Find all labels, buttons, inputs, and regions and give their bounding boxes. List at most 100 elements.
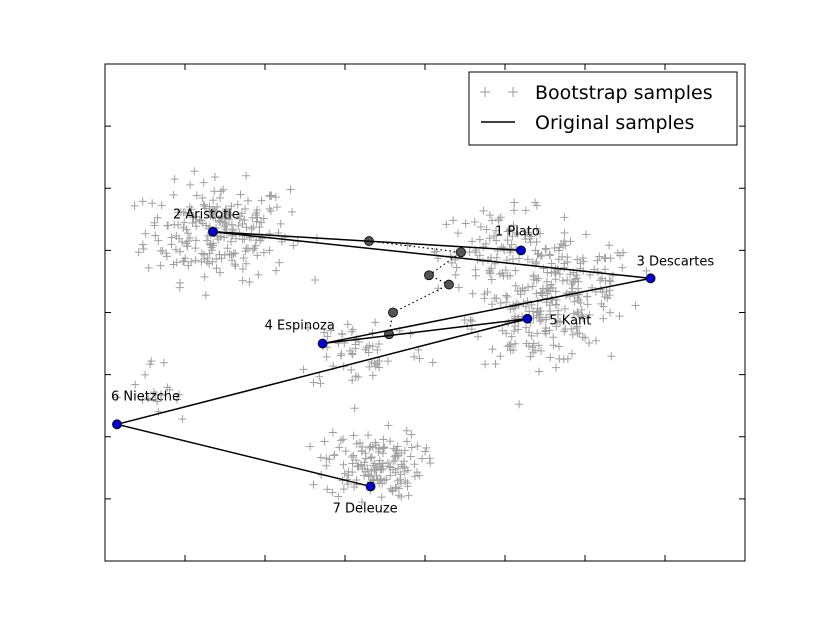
bootstrap-sample-marker: [257, 218, 266, 227]
bootstrap-sample-marker: [216, 193, 225, 202]
bootstrap-sample-marker: [523, 297, 532, 306]
bootstrap-sample-marker: [240, 216, 249, 225]
bootstrap-sample-marker: [178, 238, 187, 247]
bootstrap-sample-marker: [384, 357, 393, 366]
bootstrap-sample-marker: [191, 244, 200, 253]
bootstrap-sample-marker: [599, 302, 608, 311]
bootstrap-sample-marker: [370, 466, 379, 475]
bootstrap-sample-marker: [257, 196, 266, 205]
bootstrap-sample-marker: [532, 224, 541, 233]
bootstrap-sample-marker: [454, 283, 463, 292]
bootstrap-sample-marker: [162, 252, 171, 261]
bootstrap-sample-marker: [550, 243, 559, 252]
bootstrap-sample-marker: [536, 307, 545, 316]
bootstrap-sample-marker: [380, 443, 389, 452]
bootstrap-sample-marker: [481, 239, 490, 248]
bootstrap-sample-marker: [228, 225, 237, 234]
bootstrap-sample-marker: [205, 249, 214, 258]
bootstrap-sample-marker: [545, 250, 554, 259]
bootstrap-sample-marker: [344, 471, 353, 480]
bootstrap-sample-marker: [598, 287, 607, 296]
bootstrap-sample-marker: [139, 245, 148, 254]
bootstrap-sample-marker: [189, 213, 198, 222]
bootstrap-sample-marker: [366, 454, 375, 463]
bootstrap-sample-marker: [533, 250, 542, 259]
bootstrap-sample-marker: [218, 212, 227, 221]
bootstrap-sample-marker: [511, 281, 520, 290]
bootstrap-sample-marker: [528, 258, 537, 267]
bootstrap-sample-marker: [384, 421, 393, 430]
bootstrap-sample-marker: [596, 285, 605, 294]
bootstrap-sample-marker: [512, 228, 521, 237]
bootstrap-sample-marker: [169, 260, 178, 269]
bootstrap-sample-marker: [315, 372, 324, 381]
bootstrap-sample-marker: [238, 276, 247, 285]
bootstrap-sample-marker: [235, 214, 244, 223]
bootstrap-sample-marker: [552, 300, 561, 309]
bootstrap-sample-marker: [492, 236, 501, 245]
bootstrap-sample-marker: [323, 332, 332, 341]
point-label: 2 Aristotle: [173, 208, 240, 223]
bootstrap-sample-marker: [219, 185, 228, 194]
bootstrap-sample-marker: [451, 270, 460, 279]
bootstrap-sample-marker: [475, 251, 484, 260]
bootstrap-sample-marker: [288, 207, 297, 216]
bootstrap-sample-marker: [523, 255, 532, 264]
bootstrap-sample-marker: [496, 299, 505, 308]
bootstrap-sample-marker: [289, 241, 298, 250]
bootstrap-sample-marker: [154, 236, 163, 245]
bootstrap-sample-marker: [599, 314, 608, 323]
bootstrap-sample-marker: [573, 322, 582, 331]
bootstrap-sample-marker: [600, 254, 609, 263]
bootstrap-sample-marker: [573, 255, 582, 264]
bootstrap-sample-marker: [209, 196, 218, 205]
point-label: 6 Nietzche: [111, 389, 180, 404]
bootstrap-sample-marker: [496, 213, 505, 222]
bootstrap-sample-marker: [180, 218, 189, 227]
bootstrap-sample-marker: [421, 447, 430, 456]
bootstrap-sample-marker: [386, 437, 395, 446]
bootstrap-sample-marker: [354, 462, 363, 471]
bootstrap-sample-marker: [208, 257, 217, 266]
bootstrap-sample-marker: [595, 252, 604, 261]
original-sample-point: [645, 273, 656, 284]
bootstrap-sample-marker: [251, 241, 260, 250]
bootstrap-sample-marker: [480, 294, 489, 303]
point-label: 3 Descartes: [637, 254, 715, 269]
bootstrap-sample-marker: [220, 222, 229, 231]
bootstrap-sample-marker: [158, 246, 167, 255]
bootstrap-sample-marker: [238, 235, 247, 244]
bootstrap-sample-marker: [148, 199, 157, 208]
bootstrap-sample-marker: [560, 304, 569, 313]
bootstrap-sample-marker: [400, 457, 409, 466]
bootstrap-sample-marker: [601, 265, 610, 274]
bootstrap-sample-marker: [407, 443, 416, 452]
bootstrap-sample-marker: [534, 341, 543, 350]
bootstrap-sample-marker: [389, 444, 398, 453]
bootstrap-sample-marker: [468, 237, 477, 246]
bootstrap-sample-marker: [336, 436, 345, 445]
projected-center-point: [388, 307, 398, 318]
bootstrap-sample-marker: [368, 371, 377, 380]
bootstrap-sample-marker: [348, 376, 357, 385]
bootstrap-sample-marker: [230, 260, 239, 269]
bootstrap-sample-marker: [352, 439, 361, 448]
bootstrap-sample-marker: [138, 395, 147, 404]
bootstrap-sample-marker: [164, 221, 173, 230]
bootstrap-sample-marker: [425, 454, 434, 463]
bootstrap-sample-marker: [487, 216, 496, 225]
bootstrap-sample-marker: [376, 464, 385, 473]
point-label: 4 Espinoza: [265, 319, 335, 334]
bootstrap-sample-marker: [508, 255, 517, 264]
bootstrap-sample-marker: [188, 219, 197, 228]
bootstrap-sample-marker: [252, 217, 261, 226]
bootstrap-sample-marker: [487, 264, 496, 273]
bootstrap-sample-marker: [542, 244, 551, 253]
bootstrap-sample-marker: [608, 271, 617, 280]
bootstrap-sample-marker: [603, 294, 612, 303]
bootstrap-sample-marker: [546, 307, 555, 316]
bootstrap-sample-marker: [231, 249, 240, 258]
bootstrap-sample-marker: [607, 352, 616, 361]
bootstrap-sample-marker: [374, 443, 383, 452]
bootstrap-sample-marker: [191, 256, 200, 265]
